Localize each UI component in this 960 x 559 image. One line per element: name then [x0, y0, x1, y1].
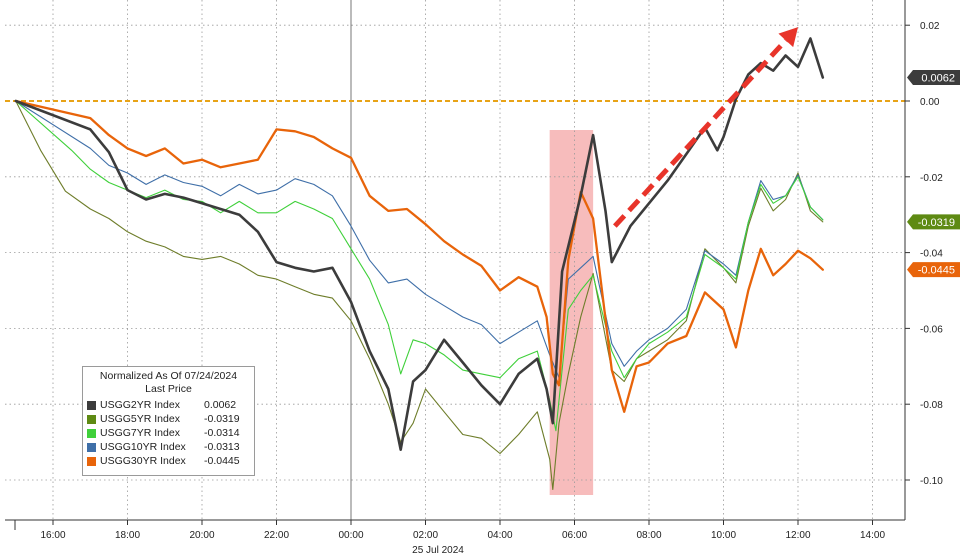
- legend-item-name: USGG10YR Index: [100, 441, 186, 453]
- legend-item: USGG7YR Index -0.0314: [87, 426, 250, 440]
- y-tick-label: -0.04: [920, 249, 943, 260]
- x-tick-label: 08:00: [636, 530, 661, 541]
- x-tick-label: 12:00: [785, 530, 810, 541]
- trend-arrow-head: [778, 27, 798, 48]
- legend-swatch: [87, 456, 96, 466]
- x-tick-label: 04:00: [487, 530, 512, 541]
- legend-title: Normalized As Of 07/24/2024: [99, 370, 238, 382]
- legend-subtitle: Last Price: [145, 383, 192, 395]
- series-line-3: [14, 99, 824, 413]
- legend-item-name: USGG5YR Index: [100, 413, 180, 425]
- legend-item-value: 0.0062: [204, 399, 237, 411]
- highlight-region: [549, 130, 594, 495]
- legend-item-value: -0.0445: [204, 455, 240, 467]
- value-flag-label: 0.0062: [921, 73, 955, 85]
- series-line-0: [15, 100, 824, 491]
- x-tick-label: 18:00: [115, 530, 140, 541]
- value-flag: [907, 214, 960, 230]
- x-tick-label: 00:00: [338, 530, 363, 541]
- legend-item-value: -0.0313: [204, 441, 240, 453]
- legend-item: USGG30YR Index -0.0445: [87, 454, 250, 468]
- trend-arrow-shaft: [613, 38, 788, 228]
- x-tick-label: 10:00: [711, 530, 736, 541]
- legend-item: USGG2YR Index 0.0062: [87, 398, 250, 412]
- x-tick-label: 20:00: [189, 530, 214, 541]
- legend-item: USGG5YR Index -0.0319: [87, 412, 250, 426]
- x-tick-label: 16:00: [40, 530, 65, 541]
- y-tick-label: 0.00: [920, 97, 940, 108]
- y-tick-label: -0.02: [920, 173, 943, 184]
- x-tick-label: 06:00: [562, 530, 587, 541]
- legend-item-name: USGG2YR Index: [100, 399, 180, 411]
- legend-swatch: [87, 442, 96, 452]
- legend-item: USGG10YR Index -0.0313: [87, 440, 250, 454]
- series-line-1: [15, 100, 824, 379]
- legend-item-value: -0.0314: [204, 427, 240, 439]
- value-flag-label: -0.0445: [918, 265, 955, 277]
- value-flag: [907, 262, 960, 278]
- x-tick-label: 02:00: [413, 530, 438, 541]
- legend: Normalized As Of 07/24/2024 Last Price U…: [82, 366, 255, 476]
- legend-item-name: USGG30YR Index: [100, 455, 186, 467]
- x-tick-label: 14:00: [860, 530, 885, 541]
- legend-swatch: [87, 414, 96, 424]
- y-tick-label: -0.10: [920, 476, 943, 487]
- value-flag: [907, 70, 960, 86]
- series-line-2: [15, 100, 824, 432]
- legend-item-name: USGG7YR Index: [100, 427, 180, 439]
- legend-swatch: [87, 400, 96, 410]
- y-tick-label: -0.08: [920, 400, 943, 411]
- series-line-4: [14, 37, 825, 452]
- y-tick-label: 0.02: [920, 21, 940, 32]
- value-flag-label: -0.0319: [918, 217, 955, 229]
- y-tick-label: -0.06: [920, 324, 943, 335]
- x-tick-label: 22:00: [264, 530, 289, 541]
- legend-swatch: [87, 428, 96, 438]
- legend-item-value: -0.0319: [204, 413, 240, 425]
- x-date-label: 25 Jul 2024: [412, 545, 464, 556]
